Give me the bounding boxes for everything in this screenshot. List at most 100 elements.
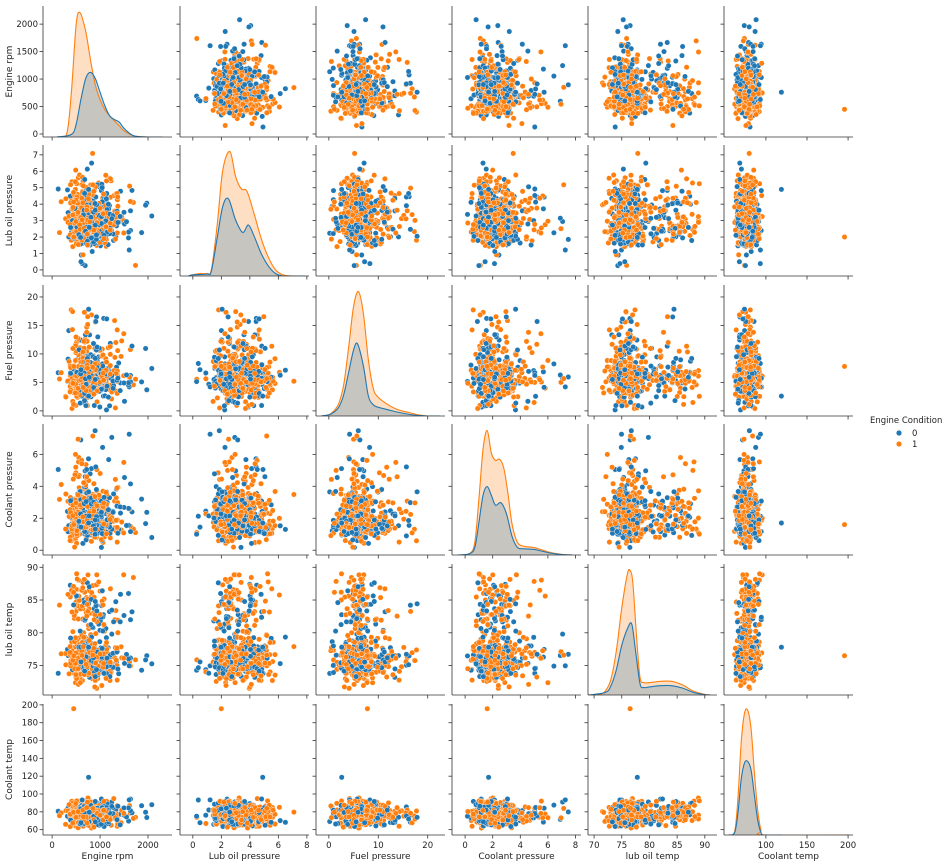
panel-grid: 0500100015002000012345670510152002467580… <box>5 6 856 862</box>
scatter-point <box>557 215 564 222</box>
scatter-point <box>358 109 365 116</box>
scatter-point <box>361 258 368 265</box>
scatter-point <box>340 83 347 90</box>
scatter-point <box>217 86 224 92</box>
scatter-point <box>231 45 238 52</box>
scatter-point <box>127 198 134 205</box>
scatter-point <box>103 223 109 230</box>
scatter-point <box>512 69 518 76</box>
scatter-point <box>640 88 646 95</box>
scatter-point <box>682 73 688 80</box>
scatter-point <box>329 76 336 83</box>
scatter-point <box>504 109 511 116</box>
scatter-point <box>660 91 667 98</box>
scatter-point <box>277 90 284 97</box>
scatter-point <box>93 231 100 238</box>
scatter-point <box>362 90 369 97</box>
scatter-point <box>531 91 538 98</box>
scatter-point <box>664 108 670 115</box>
scatter-point <box>527 195 534 202</box>
scatter-point <box>477 49 483 55</box>
scatter-point <box>389 197 396 204</box>
scatter-point <box>334 243 340 250</box>
scatter-point <box>693 38 700 44</box>
scatter-point <box>531 186 538 192</box>
scatter-point <box>655 53 662 59</box>
scatter-point <box>353 122 360 129</box>
scatter-point <box>623 23 630 30</box>
scatter-point <box>559 62 566 69</box>
scatter-point <box>512 172 519 178</box>
scatter-point <box>251 115 258 122</box>
scatter-point <box>741 103 748 110</box>
scatter-point <box>638 68 645 75</box>
scatter-point <box>361 98 368 104</box>
scatter-point <box>510 101 516 108</box>
scatter-point <box>148 213 155 219</box>
panel-2-1 <box>312 145 445 280</box>
scatter-point <box>758 60 765 67</box>
scatter-point <box>346 95 352 102</box>
scatter-point <box>205 85 212 92</box>
scatter-point <box>358 210 365 217</box>
scatter-point <box>396 56 402 63</box>
scatter-point <box>612 89 619 95</box>
scatter-point <box>220 80 227 87</box>
scatter-point <box>99 184 106 191</box>
scatter-point <box>653 86 660 93</box>
scatter-point <box>378 55 385 62</box>
scatter-point <box>414 89 420 96</box>
scatter-point <box>778 89 785 96</box>
scatter-point <box>484 106 491 113</box>
scatter-point <box>226 109 233 116</box>
scatter-point <box>627 84 634 91</box>
scatter-point <box>349 211 356 218</box>
scatter-point <box>506 122 512 129</box>
scatter-point <box>510 150 517 157</box>
scatter-point <box>683 64 690 71</box>
scatter-point <box>334 94 341 100</box>
scatter-point <box>351 188 357 195</box>
scatter-point <box>392 49 399 55</box>
scatter-point <box>755 90 762 97</box>
scatter-point <box>366 260 373 267</box>
scatter-point <box>483 45 490 52</box>
scatter-point <box>216 58 223 65</box>
scatter-point <box>407 90 414 97</box>
scatter-point <box>55 186 62 192</box>
scatter-point <box>536 97 543 103</box>
scatter-point <box>369 104 376 111</box>
scatter-point <box>330 65 337 72</box>
scatter-point <box>374 72 381 79</box>
scatter-point <box>142 202 149 209</box>
scatter-point <box>670 72 676 79</box>
scatter-point <box>396 223 403 230</box>
scatter-point <box>623 57 630 64</box>
scatter-point <box>358 195 365 202</box>
scatter-point <box>523 58 530 65</box>
scatter-point <box>540 66 547 73</box>
scatter-point <box>514 80 521 87</box>
scatter-point <box>684 96 691 102</box>
scatter-point <box>536 195 543 202</box>
scatter-point <box>352 235 359 242</box>
scatter-point <box>389 103 396 110</box>
scatter-point <box>381 64 388 71</box>
scatter-point <box>743 122 749 129</box>
scatter-point <box>670 90 677 97</box>
scatter-point <box>476 73 483 80</box>
scatter-point <box>334 48 341 54</box>
scatter-point <box>241 81 248 88</box>
scatter-point <box>519 120 525 127</box>
scatter-point <box>226 88 233 95</box>
scatter-point <box>388 190 394 197</box>
scatter-point <box>491 248 498 255</box>
scatter-point <box>89 150 96 157</box>
scatter-point <box>263 84 270 91</box>
scatter-point <box>56 229 63 236</box>
scatter-point <box>488 81 495 88</box>
scatter-point <box>363 84 370 91</box>
scatter-point <box>528 76 535 82</box>
scatter-point <box>67 224 74 231</box>
scatter-point <box>330 82 337 89</box>
